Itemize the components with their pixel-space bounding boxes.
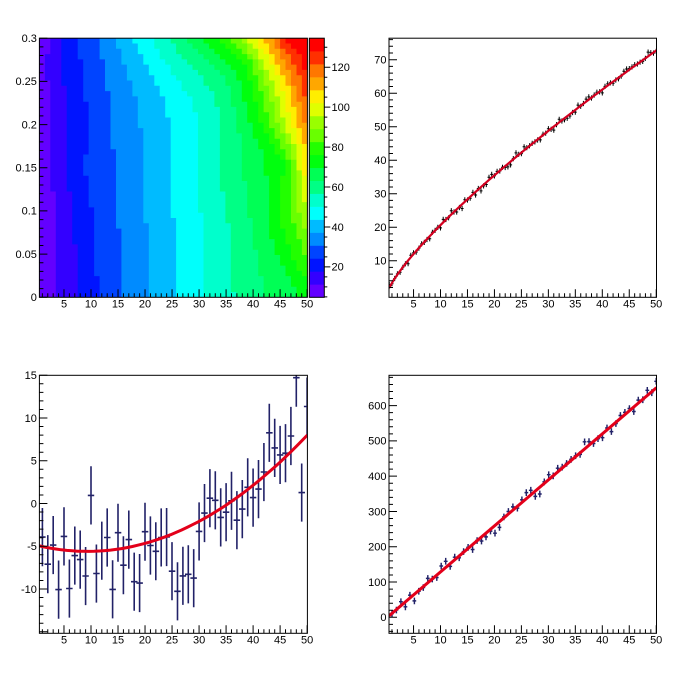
- svg-text:10: 10: [85, 299, 97, 311]
- svg-text:25: 25: [166, 635, 178, 647]
- svg-text:15: 15: [461, 299, 473, 311]
- svg-text:120: 120: [332, 62, 350, 74]
- svg-text:30: 30: [542, 635, 554, 647]
- svg-text:30: 30: [374, 189, 386, 201]
- svg-text:15: 15: [112, 635, 124, 647]
- svg-text:50: 50: [650, 635, 662, 647]
- svg-text:5: 5: [31, 456, 37, 468]
- svg-text:100: 100: [368, 577, 386, 589]
- svg-text:-10: -10: [21, 584, 37, 596]
- svg-text:5: 5: [410, 635, 416, 647]
- svg-text:400: 400: [368, 471, 386, 483]
- svg-text:200: 200: [368, 542, 386, 554]
- svg-text:50: 50: [301, 299, 313, 311]
- svg-text:600: 600: [368, 400, 386, 412]
- svg-text:15: 15: [112, 299, 124, 311]
- svg-text:70: 70: [374, 55, 386, 67]
- svg-text:50: 50: [650, 299, 662, 311]
- svg-text:0.3: 0.3: [22, 33, 37, 45]
- svg-text:10: 10: [374, 256, 386, 268]
- svg-text:40: 40: [596, 299, 608, 311]
- svg-text:20: 20: [332, 262, 344, 274]
- svg-text:20: 20: [488, 635, 500, 647]
- svg-text:20: 20: [488, 299, 500, 311]
- svg-text:0.05: 0.05: [15, 249, 36, 261]
- svg-text:40: 40: [596, 635, 608, 647]
- svg-text:45: 45: [623, 635, 635, 647]
- svg-text:50: 50: [301, 635, 313, 647]
- svg-text:25: 25: [515, 635, 527, 647]
- svg-text:20: 20: [139, 635, 151, 647]
- svg-text:40: 40: [332, 222, 344, 234]
- svg-text:40: 40: [374, 155, 386, 167]
- svg-text:5: 5: [61, 299, 67, 311]
- svg-text:-5: -5: [27, 541, 37, 553]
- svg-text:500: 500: [368, 436, 386, 448]
- svg-text:25: 25: [515, 299, 527, 311]
- svg-text:40: 40: [247, 299, 259, 311]
- svg-text:80: 80: [332, 142, 344, 154]
- svg-text:35: 35: [569, 635, 581, 647]
- svg-text:25: 25: [166, 299, 178, 311]
- svg-text:10: 10: [85, 635, 97, 647]
- svg-text:10: 10: [434, 299, 446, 311]
- svg-text:60: 60: [374, 88, 386, 100]
- svg-text:60: 60: [332, 182, 344, 194]
- svg-text:45: 45: [274, 299, 286, 311]
- svg-text:20: 20: [139, 299, 151, 311]
- svg-text:0: 0: [31, 498, 37, 510]
- svg-text:15: 15: [25, 370, 37, 382]
- svg-text:0: 0: [380, 612, 386, 624]
- svg-text:100: 100: [332, 102, 350, 114]
- svg-text:0.1: 0.1: [22, 206, 37, 218]
- svg-text:50: 50: [374, 122, 386, 134]
- svg-text:0.2: 0.2: [22, 119, 37, 131]
- svg-text:0: 0: [31, 292, 37, 304]
- svg-text:300: 300: [368, 506, 386, 518]
- svg-text:20: 20: [374, 222, 386, 234]
- svg-text:30: 30: [193, 635, 205, 647]
- svg-text:0.25: 0.25: [15, 76, 36, 88]
- svg-text:30: 30: [193, 299, 205, 311]
- svg-text:35: 35: [220, 299, 232, 311]
- svg-text:35: 35: [220, 635, 232, 647]
- svg-text:35: 35: [569, 299, 581, 311]
- svg-text:30: 30: [542, 299, 554, 311]
- svg-text:5: 5: [61, 635, 67, 647]
- svg-text:10: 10: [434, 635, 446, 647]
- svg-text:45: 45: [274, 635, 286, 647]
- svg-text:40: 40: [247, 635, 259, 647]
- svg-text:10: 10: [25, 413, 37, 425]
- svg-text:0.15: 0.15: [15, 163, 36, 175]
- svg-text:5: 5: [410, 299, 416, 311]
- svg-text:45: 45: [623, 299, 635, 311]
- svg-text:15: 15: [461, 635, 473, 647]
